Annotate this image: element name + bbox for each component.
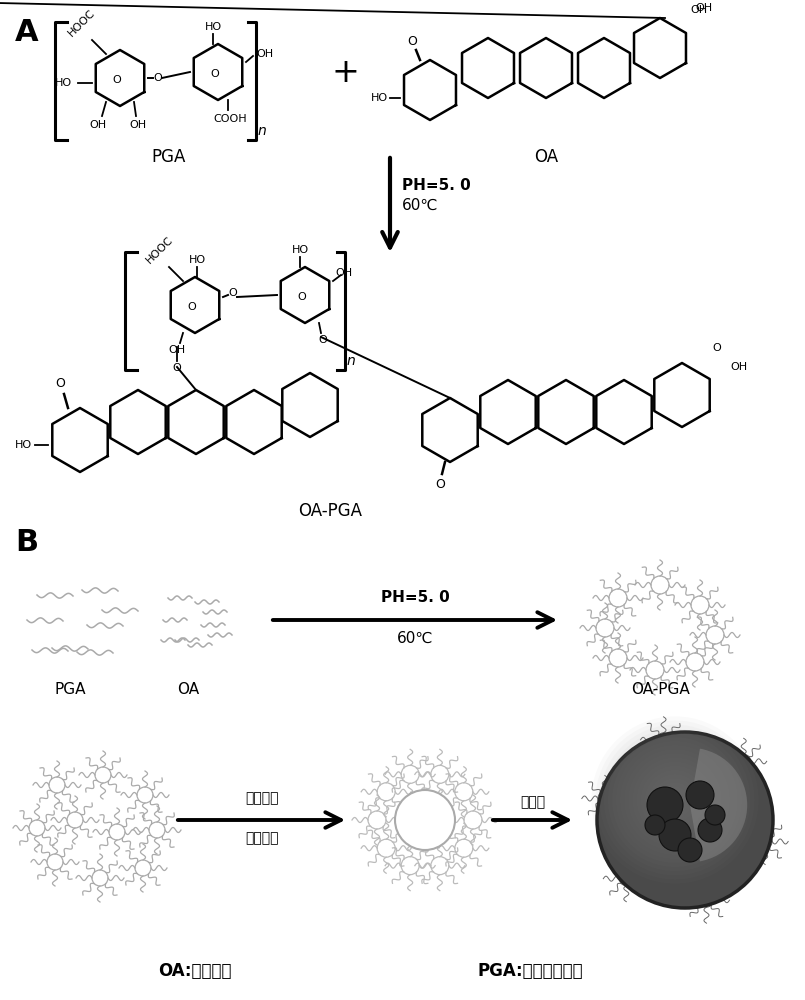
Text: O: O: [188, 302, 196, 312]
Polygon shape: [96, 50, 144, 106]
Polygon shape: [110, 390, 166, 454]
Text: O: O: [113, 75, 122, 85]
Text: O: O: [55, 377, 65, 390]
Text: n: n: [258, 124, 266, 138]
Text: OA:齐墩果酸: OA:齐墩果酸: [159, 962, 232, 980]
Text: 60℃: 60℃: [397, 631, 433, 646]
Text: OA: OA: [177, 682, 199, 697]
Polygon shape: [481, 380, 535, 444]
Text: O: O: [319, 335, 328, 345]
Polygon shape: [52, 408, 108, 472]
Text: OH: OH: [130, 120, 147, 130]
Text: HO: HO: [204, 22, 221, 32]
Text: OA: OA: [534, 148, 558, 166]
Text: 氢氧化钓: 氢氧化钓: [246, 791, 279, 805]
Text: A: A: [15, 18, 39, 47]
Text: O: O: [172, 363, 181, 373]
Wedge shape: [690, 749, 747, 861]
Text: OH: OH: [168, 345, 186, 355]
Text: B: B: [15, 528, 38, 557]
Text: 60℃: 60℃: [402, 198, 439, 213]
Text: HO: HO: [291, 245, 308, 255]
Polygon shape: [168, 390, 224, 454]
Polygon shape: [634, 18, 686, 78]
Text: OH: OH: [256, 49, 273, 59]
Circle shape: [686, 781, 714, 809]
Circle shape: [395, 790, 455, 850]
Text: OH: OH: [690, 5, 707, 15]
Text: O: O: [407, 35, 417, 48]
Polygon shape: [423, 398, 477, 462]
Circle shape: [698, 818, 722, 842]
Text: HO: HO: [14, 440, 32, 450]
Text: OH: OH: [730, 362, 747, 372]
Circle shape: [659, 819, 691, 851]
Text: OH: OH: [335, 268, 352, 278]
Polygon shape: [404, 60, 456, 120]
Text: 自组装: 自组装: [521, 795, 546, 809]
Text: PH=5. 0: PH=5. 0: [381, 590, 449, 605]
Polygon shape: [597, 380, 652, 444]
Text: OA-PGA: OA-PGA: [298, 502, 362, 520]
Polygon shape: [654, 363, 710, 427]
Text: PGA:聚半乳糖醇酸: PGA:聚半乳糖醇酸: [477, 962, 583, 980]
Polygon shape: [226, 390, 282, 454]
Text: HO: HO: [188, 255, 205, 265]
Text: PH=5. 0: PH=5. 0: [402, 178, 471, 192]
Text: O: O: [229, 288, 237, 298]
Text: HO: HO: [371, 93, 388, 103]
Text: +: +: [331, 55, 359, 89]
Polygon shape: [539, 380, 594, 444]
Circle shape: [597, 732, 773, 908]
Text: n: n: [347, 354, 356, 368]
Polygon shape: [194, 44, 242, 100]
Text: O: O: [154, 73, 163, 83]
Text: HO: HO: [55, 78, 72, 88]
Text: OH: OH: [89, 120, 106, 130]
Text: HOOC: HOOC: [145, 234, 175, 265]
Polygon shape: [520, 38, 572, 98]
Text: PGA: PGA: [54, 682, 86, 697]
Text: 碘酸氢钓: 碘酸氢钓: [246, 831, 279, 845]
Circle shape: [647, 787, 683, 823]
Polygon shape: [578, 38, 630, 98]
Text: O: O: [211, 69, 220, 79]
Polygon shape: [281, 267, 329, 323]
Polygon shape: [462, 38, 514, 98]
Text: O: O: [298, 292, 307, 302]
Text: OA-PGA: OA-PGA: [630, 682, 689, 697]
Text: COOH: COOH: [213, 114, 247, 124]
Polygon shape: [171, 277, 219, 333]
Text: O: O: [712, 343, 720, 353]
Circle shape: [678, 838, 702, 862]
Circle shape: [705, 805, 725, 825]
Circle shape: [645, 815, 665, 835]
Text: HOOC: HOOC: [67, 7, 97, 38]
Text: O: O: [435, 478, 445, 491]
Polygon shape: [283, 373, 338, 437]
Text: PGA: PGA: [152, 148, 186, 166]
Text: OH: OH: [695, 3, 712, 13]
